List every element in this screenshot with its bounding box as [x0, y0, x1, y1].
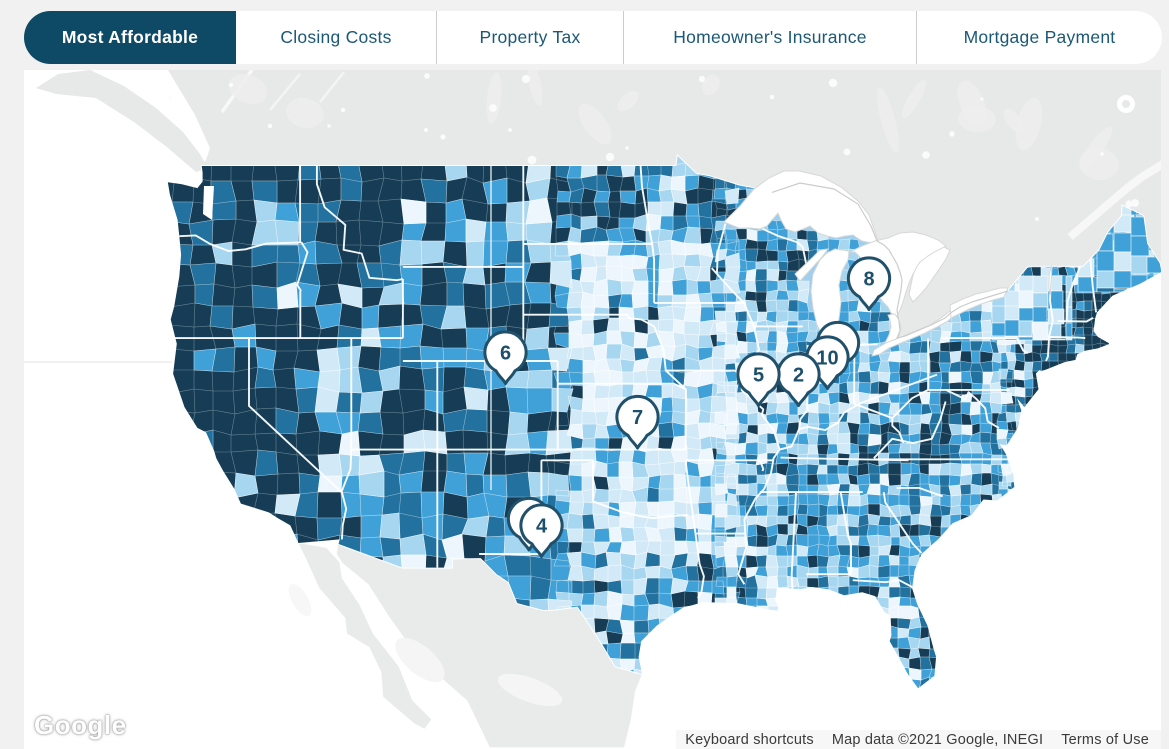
svg-text:7: 7: [632, 407, 643, 429]
svg-text:8: 8: [863, 269, 874, 291]
svg-text:6: 6: [500, 343, 511, 365]
svg-text:5: 5: [753, 365, 764, 387]
svg-text:4: 4: [536, 516, 548, 538]
svg-text:2: 2: [793, 365, 804, 387]
svg-text:10: 10: [816, 348, 838, 370]
